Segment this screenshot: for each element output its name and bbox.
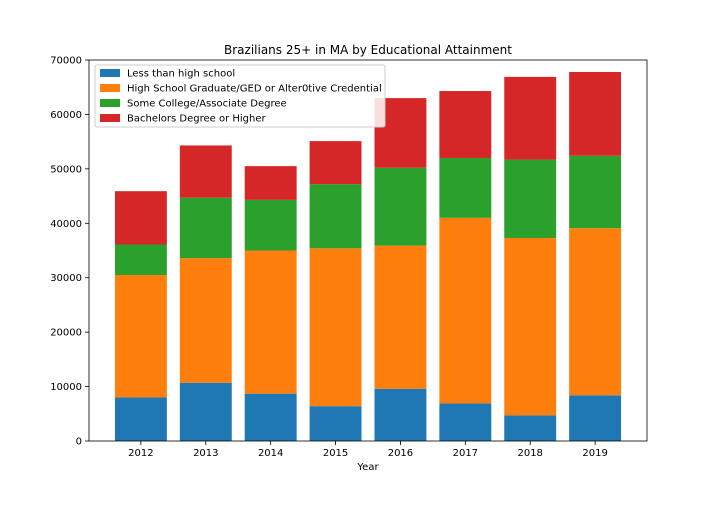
bar-segment	[374, 245, 427, 389]
bar-segment	[114, 397, 167, 441]
bar-segment	[569, 71, 622, 156]
bar-segment	[179, 145, 232, 198]
legend-label: High School Graduate/GED or Alter0tive C…	[127, 84, 382, 95]
bar-segment	[504, 237, 557, 416]
x-tick-label: 2013	[193, 448, 218, 459]
x-tick-label: 2017	[453, 448, 478, 459]
legend-swatch	[100, 84, 120, 92]
bar-segment	[179, 382, 232, 441]
y-tick-label: 10000	[50, 382, 82, 393]
bar-segment	[504, 415, 557, 441]
bar-segment	[114, 244, 167, 275]
y-tick-label: 40000	[50, 219, 82, 230]
legend: Less than high school High School Graduat…	[94, 64, 386, 128]
x-tick-label: 2018	[517, 448, 542, 459]
y-tick-label: 0	[76, 437, 82, 448]
bar-segment	[374, 388, 427, 441]
bar-segment	[179, 197, 232, 259]
x-tick-label: 2016	[388, 448, 413, 459]
legend-label: Less than high school	[127, 69, 235, 80]
y-tick-label: 20000	[50, 328, 82, 339]
bar-segment	[569, 395, 622, 441]
bar-segment	[439, 217, 492, 404]
x-axis: 2012 2013 2014 2015 2016 2017 2018 2019	[128, 441, 608, 459]
legend-swatch	[100, 69, 120, 77]
x-tick-label: 2012	[128, 448, 153, 459]
legend-swatch	[100, 99, 120, 107]
bar-segment	[309, 141, 362, 185]
bar-segment	[504, 159, 557, 238]
y-tick-label: 60000	[50, 110, 82, 121]
bar-segment	[244, 166, 297, 200]
legend-label: Bachelors Degree or Higher	[127, 114, 266, 125]
bar-segment	[504, 76, 557, 160]
legend-box	[94, 64, 386, 128]
legend-swatch	[100, 114, 120, 122]
bar-segment	[439, 91, 492, 158]
bars-group	[114, 71, 622, 441]
bar-segment	[439, 403, 492, 441]
legend-label: Some College/Associate Degree	[127, 99, 287, 110]
bar-segment	[244, 393, 297, 441]
y-axis: 0 10000 20000 30000 40000 50000 60000 70000	[50, 56, 89, 448]
y-tick-label: 30000	[50, 273, 82, 284]
plot-frame	[88, 59, 648, 442]
x-tick-label: 2015	[323, 448, 348, 459]
bar-segment	[309, 406, 362, 441]
bar-segment	[244, 250, 297, 394]
bar-segment	[569, 228, 622, 396]
x-tick-label: 2019	[582, 448, 607, 459]
bar-segment	[374, 167, 427, 246]
bar-segment	[114, 191, 167, 245]
x-tick-label: 2014	[258, 448, 283, 459]
bar-segment	[439, 157, 492, 218]
bar-segment	[179, 258, 232, 383]
y-tick-label: 70000	[50, 56, 82, 67]
bar-segment	[309, 184, 362, 249]
x-axis-label: Year	[356, 462, 379, 473]
bar-segment	[569, 155, 622, 229]
y-tick-label: 50000	[50, 164, 82, 175]
bar-segment	[114, 274, 167, 398]
bar-segment	[309, 248, 362, 407]
bar-segment	[244, 199, 297, 251]
chart-title: Brazilians 25+ in MA by Educational Atta…	[224, 43, 512, 57]
